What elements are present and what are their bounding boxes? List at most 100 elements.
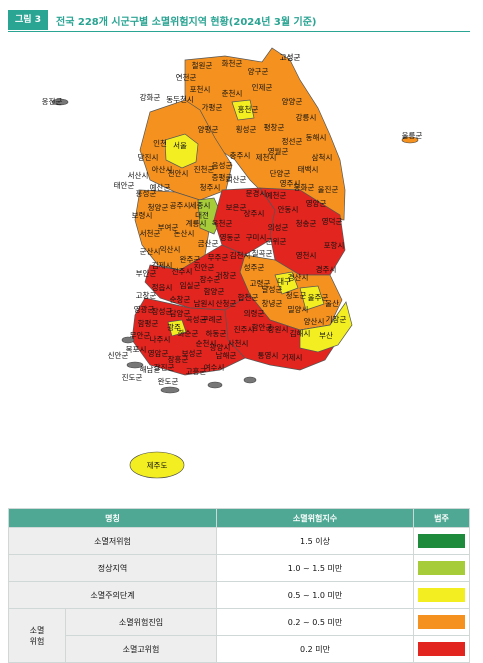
place-label: 옥천군 <box>212 218 233 228</box>
place-label: 상주시 <box>244 208 265 218</box>
place-label: 양평군 <box>198 124 219 134</box>
legend-index: 0.5 ~ 1.0 미만 <box>216 581 414 609</box>
region-yellow-gangwon <box>231 99 255 121</box>
place-label: 진도군 <box>122 372 143 382</box>
place-label: 고성군 <box>280 53 301 62</box>
place-label: 경주시 <box>316 264 337 274</box>
place-label: 공주시 <box>170 201 191 210</box>
place-label: 영주시 <box>280 178 301 188</box>
place-label: 익산시 <box>160 244 181 254</box>
place-label: 홍천군 <box>238 104 259 114</box>
region-daegu <box>274 271 299 295</box>
place-label: 진천군 <box>194 164 215 174</box>
legend-col-range: 범주 <box>413 508 470 528</box>
place-label: 정읍시 <box>152 282 173 292</box>
place-label: 예산군 <box>150 182 171 192</box>
region-gwangju <box>167 319 187 337</box>
place-label: 곡성군 <box>186 315 207 324</box>
place-label: 강릉시 <box>296 112 317 122</box>
place-label: 영암군 <box>148 348 169 358</box>
mainland <box>131 47 353 376</box>
place-label: 성주군 <box>244 263 265 272</box>
place-label: 목포시 <box>126 345 147 354</box>
place-label: 고창군 <box>136 291 157 300</box>
place-label: 춘천시 <box>222 88 243 98</box>
place-label: 봉화군 <box>294 183 315 192</box>
region-seoul <box>164 133 199 169</box>
place-label: 의령군 <box>244 308 265 318</box>
place-label: 대전 <box>195 210 209 220</box>
place-label: 정선군 <box>282 136 303 146</box>
island-ulleung <box>401 136 419 144</box>
place-label: 장흥군 <box>168 354 189 364</box>
legend-name: 소멸고위험 <box>65 635 217 663</box>
legend-swatch-very-low <box>418 534 465 548</box>
place-label: 금산군 <box>198 238 219 248</box>
islands <box>51 98 419 479</box>
place-label: 인천 <box>153 138 167 148</box>
legend-swatch-normal <box>418 561 465 575</box>
legend-name: 정상지역 <box>8 554 217 582</box>
place-label: 거창군 <box>216 271 237 280</box>
place-label: 화순군 <box>178 329 199 338</box>
place-label: 담양군 <box>170 308 191 318</box>
legend-index: 1.5 이상 <box>216 527 414 555</box>
place-label: 양구군 <box>248 67 269 76</box>
place-label: 옹진군 <box>42 96 63 106</box>
place-label: 함양군 <box>204 287 225 296</box>
legend-name: 소멸위험진입 <box>65 608 217 636</box>
place-label: 대구 <box>277 277 291 286</box>
place-label: 나주시 <box>150 335 171 344</box>
place-label: 세종시 <box>190 201 211 210</box>
place-label: 남원시 <box>194 299 215 308</box>
place-label: 함안군 <box>252 322 273 332</box>
place-label: 계룡시 <box>186 218 207 228</box>
place-label: 태안군 <box>114 180 135 190</box>
island-jeju <box>129 451 185 479</box>
place-label: 거제시 <box>282 353 303 362</box>
place-label: 홍성군 <box>136 188 157 198</box>
place-label: 영동군 <box>220 232 241 242</box>
legend-row: 소멸주의단계 0.5 ~ 1.0 미만 <box>8 581 470 609</box>
place-label: 부산 <box>319 330 333 340</box>
place-label: 칠곡군 <box>252 249 273 258</box>
place-label: 의성군 <box>268 222 289 232</box>
place-label: 영광군 <box>134 304 155 314</box>
place-label: 경산시 <box>288 272 309 282</box>
legend-swatch-high-risk <box>418 642 465 656</box>
place-label: 여수시 <box>204 362 225 372</box>
legend-row: 정상지역 1.0 ~ 1.5 미만 <box>8 554 470 582</box>
place-label: 삼척시 <box>312 152 333 162</box>
legend-row: 소멸저위험 1.5 이상 <box>8 527 470 555</box>
legend-swatch-risk-entering <box>418 615 465 629</box>
place-label: 안동시 <box>278 204 299 214</box>
legend-index: 0.2 미만 <box>216 635 414 663</box>
legend-index: 0.2 ~ 0.5 미만 <box>216 608 414 636</box>
place-label: 고성군 <box>280 53 301 62</box>
place-label: 사천시 <box>228 338 249 348</box>
place-label: 보성군 <box>182 349 203 358</box>
place-label: 부안군 <box>136 268 157 278</box>
place-label: 김제시 <box>152 260 173 270</box>
place-label: 울릉군 <box>402 131 423 140</box>
place-label: 통영시 <box>258 350 279 360</box>
legend-name: 소멸저위험 <box>8 527 217 555</box>
place-label: 보은군 <box>226 203 247 212</box>
place-label: 함평군 <box>138 318 159 328</box>
place-label: 완주군 <box>180 255 201 264</box>
island-west-1 <box>121 336 135 344</box>
place-label: 장성군 <box>152 306 173 316</box>
place-label: 포천시 <box>190 84 211 94</box>
place-label: 완도군 <box>158 377 179 386</box>
place-label: 밀양시 <box>288 305 309 314</box>
place-label: 진안군 <box>194 262 215 272</box>
place-label: 고흥군 <box>186 366 207 376</box>
place-label: 강진군 <box>154 362 175 372</box>
place-label: 아산시 <box>152 164 173 174</box>
place-label: 논산시 <box>174 228 195 238</box>
place-label: 동해시 <box>306 132 327 142</box>
legend-table: 명칭 소멸위험지수 범주 소멸저위험 1.5 이상 정상지역 1.0 ~ 1.5… <box>8 508 470 663</box>
place-label: 무주군 <box>208 253 229 262</box>
region-jeonnam <box>131 297 246 376</box>
